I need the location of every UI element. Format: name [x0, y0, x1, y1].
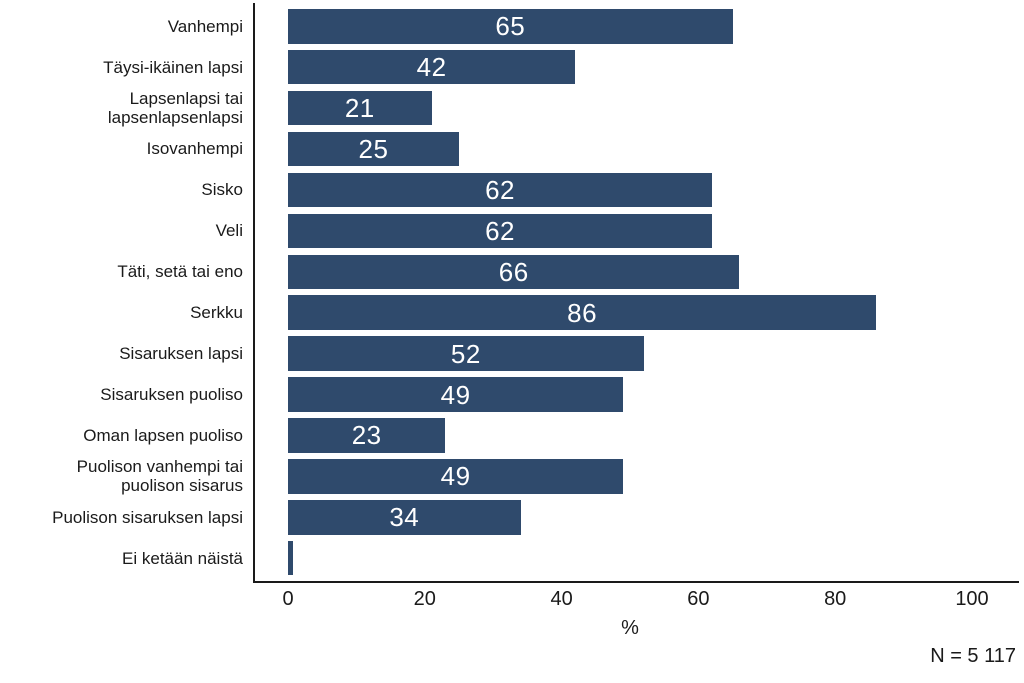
- category-label: Vanhempi: [167, 16, 243, 36]
- bar-value-label: 25: [358, 134, 389, 164]
- x-tick-label: 0: [282, 588, 294, 610]
- bar-value-label: 23: [351, 420, 382, 451]
- sample-size-note: N = 5 117: [930, 645, 1016, 667]
- bar: 49: [288, 459, 624, 494]
- bar-value-label: 42: [416, 52, 447, 83]
- category-label: Sisko: [201, 180, 243, 200]
- bar-value-label: 62: [485, 174, 515, 205]
- category-label: Täti, setä tai eno: [117, 262, 243, 282]
- bar: 66: [288, 254, 740, 290]
- bar: 49: [288, 377, 624, 412]
- bar-value-label: 86: [567, 297, 598, 328]
- bar: [288, 540, 293, 576]
- bar: 65: [288, 9, 733, 44]
- x-axis-label: %: [621, 617, 639, 639]
- bar: 42: [288, 49, 576, 85]
- category-label: Puolison sisaruksen lapsi: [52, 507, 243, 527]
- category-label: Isovanhempi: [146, 139, 243, 159]
- category-label: Serkku: [190, 303, 243, 323]
- bar-value-label: 49: [440, 461, 471, 492]
- category-label: Veli: [215, 221, 243, 241]
- x-tick-label: 40: [550, 588, 573, 610]
- bar: 25: [288, 131, 459, 167]
- category-label: Oman lapsen puoliso: [83, 425, 243, 445]
- category-label: Lapsenlapsi tai lapsenlapsenlapsi: [107, 89, 243, 128]
- x-tick-label: 80: [824, 588, 847, 610]
- bar: 52: [288, 336, 644, 371]
- x-tick-label: 100: [955, 588, 989, 610]
- plot-area: [253, 3, 1019, 583]
- bar: 86: [288, 295, 877, 330]
- bar: 62: [288, 213, 713, 249]
- bar-value-label: 62: [485, 215, 515, 246]
- category-label: Ei ketään näistä: [122, 548, 243, 568]
- bar: 34: [288, 500, 521, 535]
- bar: 23: [288, 418, 446, 453]
- bar-value-label: 34: [389, 502, 420, 533]
- x-tick-label: 20: [413, 588, 436, 610]
- category-label: Sisaruksen puoliso: [100, 385, 243, 404]
- category-label: Täysi-ikäinen lapsi: [103, 57, 243, 77]
- bar-value-label: 49: [440, 379, 471, 410]
- bar: 21: [288, 90, 432, 126]
- category-label: Sisaruksen lapsi: [119, 344, 243, 364]
- x-tick-label: 60: [687, 588, 710, 610]
- category-label: Puolison vanhempi tai puolison sisarus: [76, 457, 243, 496]
- bar-value-label: 65: [495, 11, 526, 42]
- bar-value-label: 52: [450, 338, 481, 369]
- bar-value-label: 21: [344, 93, 375, 124]
- bar-value-label: 66: [498, 256, 529, 287]
- bar: 62: [288, 172, 713, 208]
